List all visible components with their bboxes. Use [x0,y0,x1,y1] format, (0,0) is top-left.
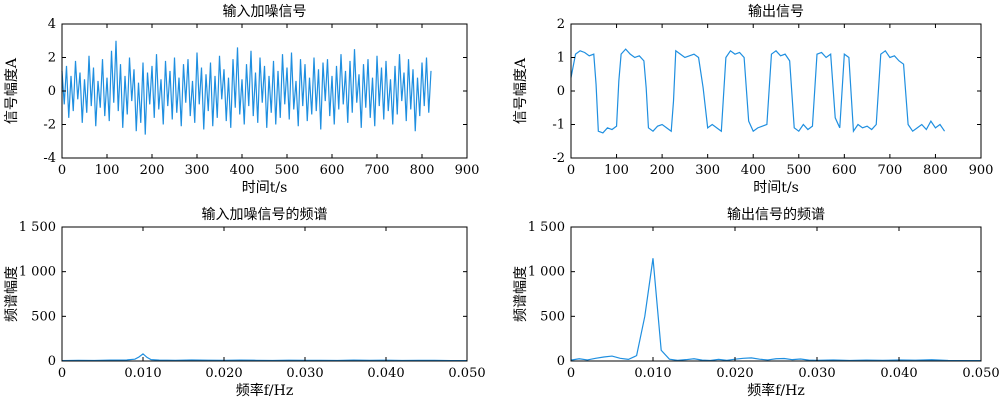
x-tick-label: 0.050 [962,366,999,381]
chart-title: 输出信号 [748,4,804,20]
plot-frame [61,23,468,159]
x-tick-label: 300 [695,163,720,178]
x-tick-label: 800 [923,163,948,178]
chart-output_spectrum: 输出信号的频谱 0 0.010 0.020 0.030 0.040 0.050 0 500 1 0… [513,207,1000,399]
plot-frame [570,23,982,159]
x-tick-label: 0 [567,366,575,381]
y-tick-label: 0 [48,354,56,369]
y-axis-label: 频谱幅度 [4,266,20,322]
x-tick-label: 0 [58,163,66,178]
y-tick-label: 1 [557,51,565,66]
x-tick-label: 600 [320,163,345,178]
y-tick-label: 500 [540,309,565,324]
x-tick-label: 0.040 [367,366,404,381]
y-tick-label: 2 [48,51,56,66]
x-tick-label: 0.040 [880,366,917,381]
plot-frame [61,226,468,362]
y-tick-label: 0 [557,84,565,99]
x-axis-label: 时间t/s [753,180,799,196]
x-tick-label: 0 [58,366,66,381]
x-tick-label: 0.030 [798,366,835,381]
y-tick-label: 500 [31,309,56,324]
chart-title: 输入加噪信号 [223,4,307,20]
y-tick-label: 1 000 [19,265,56,280]
chart-title: 输出信号的频谱 [727,207,825,223]
x-tick-label: 0.050 [448,366,485,381]
x-axis-label: 频率f/Hz [236,382,293,399]
chart-noisy_input: 输入加噪信号 0 100 200 300 400 500 600 700 800 900 -4 -2 0 2… [4,4,479,196]
y-tick-label: -2 [43,118,56,133]
x-tick-label: 100 [95,163,120,178]
chart-input_spectrum: 输入加噪信号的频谱 0 0.010 0.020 0.030 0.040 0.050 0 500 1… [4,207,486,399]
series-line-0 [61,353,468,362]
y-tick-label: -1 [552,118,565,133]
x-axis-label: 频率f/Hz [747,382,804,399]
x-tick-label: 200 [140,163,165,178]
x-tick-label: 500 [786,163,811,178]
x-tick-label: 800 [410,163,435,178]
y-tick-label: 0 [48,84,56,99]
x-tick-label: 400 [230,163,255,178]
y-tick-label: 2 [557,17,565,32]
x-tick-label: 100 [604,163,629,178]
x-tick-label: 200 [650,163,675,178]
x-tick-label: 900 [969,163,994,178]
y-tick-label: -2 [552,151,565,166]
y-axis-label: 频谱幅度 [513,266,529,322]
x-tick-label: 0.020 [716,366,753,381]
series-line-0 [570,258,982,362]
x-tick-label: 0.030 [286,366,323,381]
x-axis-label: 时间t/s [242,180,288,196]
series-line-0 [61,40,432,135]
y-tick-label: 1 500 [528,220,565,235]
y-tick-label: -4 [43,151,56,166]
x-tick-label: 500 [275,163,300,178]
x-tick-label: 400 [741,163,766,178]
y-tick-label: 1 000 [528,265,565,280]
x-tick-label: 900 [455,163,480,178]
y-tick-label: 4 [48,17,56,32]
x-tick-label: 0 [567,163,575,178]
x-tick-label: 600 [832,163,857,178]
series-line-0 [570,48,946,134]
y-tick-label: 1 500 [19,220,56,235]
x-tick-label: 0.020 [205,366,242,381]
y-tick-label: 0 [557,354,565,369]
y-axis-label: 信号幅度A [4,57,20,124]
plot-frame [570,226,982,362]
x-tick-label: 300 [185,163,210,178]
chart-output: 输出信号 0 100 200 300 400 500 600 700 800 900 -2 -1 0 1 2 时… [513,4,993,196]
y-axis-label: 信号幅度A [513,57,529,124]
x-tick-label: 0.010 [634,366,671,381]
chart-title: 输入加噪信号的频谱 [202,207,328,223]
x-tick-label: 700 [877,163,902,178]
x-tick-label: 0.010 [124,366,161,381]
x-tick-label: 700 [365,163,390,178]
